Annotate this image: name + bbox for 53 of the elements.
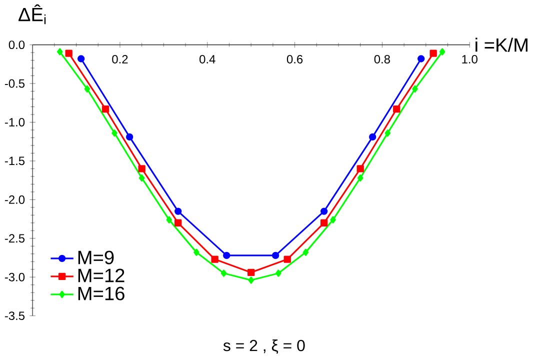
text: s = 2 , ξ = 0 (223, 339, 305, 354)
point (77, 55, 85, 62)
x-tick-label: 0.4 (200, 54, 216, 64)
y-axis-title: ΔÊ$_{i}$ (18, 4, 46, 24)
point (211, 256, 218, 263)
point (430, 50, 437, 57)
y-tick-label: -3.0 (4, 272, 25, 282)
point (194, 248, 200, 256)
point (439, 48, 446, 56)
point (412, 85, 418, 92)
y-tick-label: -1.0 (4, 118, 25, 126)
point (174, 208, 182, 215)
x-tick-label: 1.0 (462, 54, 478, 64)
point (384, 129, 391, 137)
point (393, 105, 400, 113)
point (166, 216, 172, 224)
point (418, 55, 425, 62)
point (248, 276, 254, 284)
point (138, 165, 146, 172)
point (102, 105, 110, 113)
point (320, 208, 328, 215)
y-tick-label: -3.5 (4, 311, 25, 320)
point (84, 85, 90, 92)
point (302, 248, 309, 256)
legend-label: M=16 (78, 286, 124, 300)
legend-label: M=9 (78, 250, 114, 264)
x-tick-label: 0.6 (286, 54, 303, 64)
x-tick-label: 0.8 (374, 54, 390, 64)
point (330, 216, 336, 224)
y-tick-label: 0.0 (8, 40, 25, 49)
point (356, 165, 364, 172)
legend-label: M=12 (78, 268, 124, 282)
y-tick-label: -2.0 (4, 195, 25, 204)
point (272, 252, 280, 259)
point (126, 133, 134, 140)
point (247, 268, 255, 276)
point (65, 50, 72, 57)
y-tick-label: -1.5 (4, 156, 25, 166)
x-tick-label: 0.2 (112, 54, 128, 64)
point (220, 270, 227, 277)
y-tick-label: -0.5 (4, 79, 25, 88)
x-axis-title: i =K/M (476, 38, 528, 52)
point (284, 256, 291, 263)
point (320, 219, 328, 226)
point (223, 252, 230, 259)
point (276, 270, 282, 277)
point (112, 129, 118, 137)
y-tick-label: -2.5 (4, 234, 25, 243)
point (174, 219, 182, 226)
point (56, 48, 63, 56)
point (357, 174, 364, 182)
point (368, 133, 376, 140)
point (138, 174, 145, 182)
